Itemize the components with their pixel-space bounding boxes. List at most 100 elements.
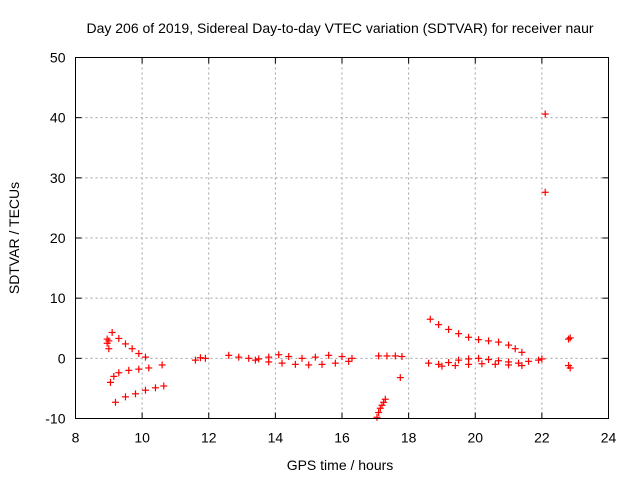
data-point: [518, 348, 526, 356]
series-arc-f: [225, 351, 356, 363]
data-point: [438, 362, 446, 370]
data-point: [251, 356, 259, 364]
data-point: [495, 338, 503, 346]
data-point: [131, 390, 139, 398]
x-tick-label: 24: [601, 430, 617, 446]
data-point: [345, 357, 353, 365]
data-point: [298, 354, 306, 362]
data-point: [465, 333, 473, 341]
x-axis-label: GPS time / hours: [287, 457, 394, 473]
data-point: [541, 110, 549, 118]
plot-frame: [75, 57, 609, 419]
data-point: [331, 359, 339, 367]
y-tick-label: 0: [58, 350, 66, 366]
data-point: [265, 358, 273, 366]
data-point: [318, 360, 326, 368]
data-point: [396, 374, 404, 382]
data-point: [535, 356, 543, 364]
series-arc-i: [426, 315, 526, 356]
x-tick-label: 8: [72, 430, 80, 446]
data-point: [135, 365, 143, 373]
data-point: [375, 408, 383, 416]
data-point: [518, 362, 526, 370]
data-point: [485, 356, 493, 364]
y-tick-labels: -10 0 10 20 30 40 50: [45, 50, 65, 427]
data-point: [105, 345, 113, 353]
y-tick-label: 10: [50, 290, 66, 306]
y-tick-label: 30: [50, 170, 66, 186]
data-point: [373, 413, 381, 421]
x-tick-label: 14: [268, 430, 284, 446]
series-arc-g: [373, 395, 389, 421]
data-point: [158, 361, 166, 369]
data-point: [103, 335, 111, 343]
data-point: [478, 360, 486, 368]
data-point: [435, 360, 443, 368]
x-tick-label: 18: [401, 430, 417, 446]
data-point: [225, 351, 233, 359]
data-point: [445, 359, 453, 367]
data-points: [103, 110, 574, 421]
data-point: [121, 393, 129, 401]
data-point: [398, 353, 406, 361]
data-point: [110, 372, 118, 380]
data-point: [191, 356, 199, 364]
data-point: [115, 334, 123, 342]
data-point: [445, 325, 453, 333]
data-point: [338, 353, 346, 361]
data-point: [505, 341, 513, 349]
data-point: [566, 364, 574, 372]
data-point: [115, 369, 123, 377]
x-tick-label: 12: [201, 430, 217, 446]
data-point: [538, 355, 546, 363]
grid-lines: [75, 57, 609, 419]
y-tick-label: -10: [45, 411, 65, 427]
series-arc-a: [103, 335, 113, 353]
data-point: [541, 188, 549, 196]
data-point: [105, 337, 113, 345]
data-point: [375, 352, 383, 360]
data-point: [380, 398, 388, 406]
data-point: [108, 328, 116, 336]
data-point: [381, 395, 389, 403]
data-point: [245, 354, 253, 362]
data-point: [378, 401, 386, 409]
data-point: [275, 351, 283, 359]
x-tick-label: 16: [334, 430, 350, 446]
series-arc-f-low: [251, 356, 353, 369]
data-point: [285, 353, 293, 361]
series-arc-h: [375, 352, 406, 382]
x-tick-label: 22: [534, 430, 550, 446]
data-point: [311, 353, 319, 361]
data-point: [455, 356, 463, 364]
data-point: [525, 357, 533, 365]
data-point: [451, 362, 459, 370]
data-point: [151, 384, 159, 392]
data-point: [305, 361, 313, 369]
data-point: [111, 398, 119, 406]
data-point: [128, 345, 136, 353]
series-arc-j-low: [438, 360, 526, 370]
data-point: [121, 340, 129, 348]
data-point: [255, 355, 263, 363]
data-point: [106, 378, 114, 386]
data-point: [511, 345, 519, 353]
data-point: [435, 321, 443, 329]
data-point: [565, 335, 573, 343]
data-point: [383, 352, 391, 360]
series-arc-d: [111, 382, 168, 406]
data-point: [475, 336, 483, 344]
series-outliers: [541, 110, 549, 196]
data-point: [426, 315, 434, 323]
chart-title: Day 206 of 2019, Sidereal Day-to-day VTE…: [86, 20, 593, 36]
data-point: [201, 354, 209, 362]
data-point: [455, 330, 463, 338]
y-axis-label: SDTVAR / TECUs: [6, 182, 22, 294]
y-tick-label: 50: [50, 50, 66, 66]
data-point: [391, 352, 399, 360]
data-point: [485, 337, 493, 345]
data-point: [141, 386, 149, 394]
series-arc-e: [191, 354, 209, 364]
data-point: [160, 382, 168, 390]
